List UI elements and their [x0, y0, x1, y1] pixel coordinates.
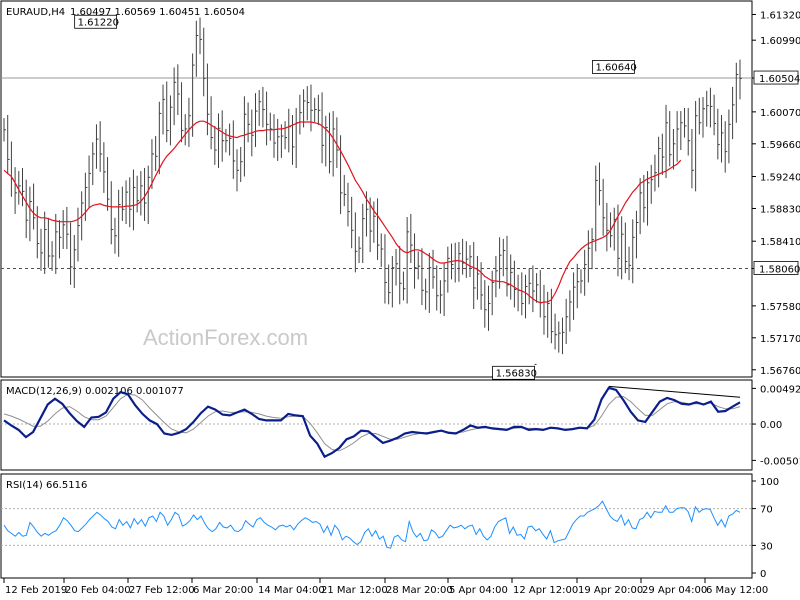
macd-axis: 0.004921 0.00 -0.005011 [752, 384, 800, 467]
price-tick-label: 1.60504 [759, 74, 800, 85]
price-reference-lines [1, 77, 752, 269]
macd-panel-frame [0, 379, 753, 471]
rsi-panel: RSI(14) 66.5116 100 70 30 0 [0, 473, 779, 580]
price-panel: EURAUD,H4 1.60497 1.60569 1.60451 1.6050… [0, 0, 800, 380]
price-panel-frame [0, 0, 753, 378]
price-axis: 1.61320 1.60990 1.60504 1.60070 1.59660 1.592… [752, 10, 800, 377]
moving-average-line [3, 120, 682, 304]
price-bars [3, 17, 742, 355]
rsi-levels [1, 508, 752, 546]
macd-tick-label: -0.005011 [760, 456, 800, 467]
annotation-label: 1.60640 [595, 62, 636, 73]
time-tick-label: 20 Feb 04:00 [65, 585, 131, 596]
price-tick-label: 1.58060 [759, 264, 800, 275]
annotation-label: 1.61220 [78, 17, 119, 28]
time-tick-label: 5 Apr 04:00 [449, 585, 508, 596]
time-tick-label: 12 Apr 12:00 [513, 585, 578, 596]
annotation-box [74, 14, 118, 29]
watermark: ActionForex.com [143, 325, 308, 350]
time-tick-label: 12 Feb 2019 [5, 585, 67, 596]
price-tick-label: 1.56760 [760, 366, 800, 377]
price-tick-label: 1.60070 [760, 108, 800, 119]
macd-trendline [608, 385, 741, 398]
rsi-tick-label: 0 [760, 569, 766, 580]
time-tick-label: 14 Mar 04:00 [258, 585, 325, 596]
time-tick-label: 28 Mar 20:00 [386, 585, 453, 596]
time-tick-label: 21 Mar 12:00 [321, 585, 388, 596]
rsi-tick-label: 70 [760, 505, 773, 516]
price-tick-label: 1.60990 [760, 36, 800, 47]
price-tick-label: 1.58830 [760, 204, 800, 215]
rsi-line [3, 500, 741, 549]
annotation-label: 1.56830 [496, 368, 537, 379]
macd-panel: MACD(12,26,9) 0.002106 0.001077 0.004921… [0, 379, 800, 471]
price-tick-label: 1.57170 [760, 334, 800, 345]
ohlc-label: 1.60497 1.60569 1.60451 1.60504 [70, 7, 245, 18]
macd-line [3, 386, 741, 459]
time-tick-label: 6 Mar 20:00 [193, 585, 253, 596]
annotation-box [492, 365, 535, 380]
price-annotations: 1.61220 1.60640 1.56830 [74, 14, 637, 380]
annotation-box [592, 60, 635, 74]
macd-tick-label: 0.004921 [760, 384, 800, 395]
time-tick-label: 29 Apr 04:00 [642, 585, 707, 596]
rsi-panel-frame [0, 473, 753, 579]
rsi-axis: 100 70 30 0 [752, 477, 779, 580]
price-tick-label: 1.57580 [760, 302, 800, 313]
time-tick-label: 19 Apr 20:00 [578, 585, 643, 596]
price-tick-label: 1.59240 [760, 173, 800, 184]
price-tick-label: 1.61320 [760, 10, 800, 21]
rsi-tick-label: 100 [760, 477, 779, 488]
macd-tick-label: 0.00 [760, 420, 782, 431]
time-tick-label: 27 Feb 12:00 [129, 585, 195, 596]
rsi-title: RSI(14) 66.5116 [6, 480, 87, 491]
current-price-box [753, 70, 799, 85]
price-tick-label: 1.58410 [760, 237, 800, 248]
symbol-label: EURAUD,H4 [6, 7, 65, 18]
support-price-box [753, 261, 799, 275]
rsi-tick-label: 30 [760, 541, 773, 552]
macd-title: MACD(12,26,9) 0.002106 0.001077 [6, 386, 184, 397]
time-tick-label: 6 May 12:00 [706, 585, 768, 596]
price-tick-label: 1.59660 [760, 140, 800, 151]
